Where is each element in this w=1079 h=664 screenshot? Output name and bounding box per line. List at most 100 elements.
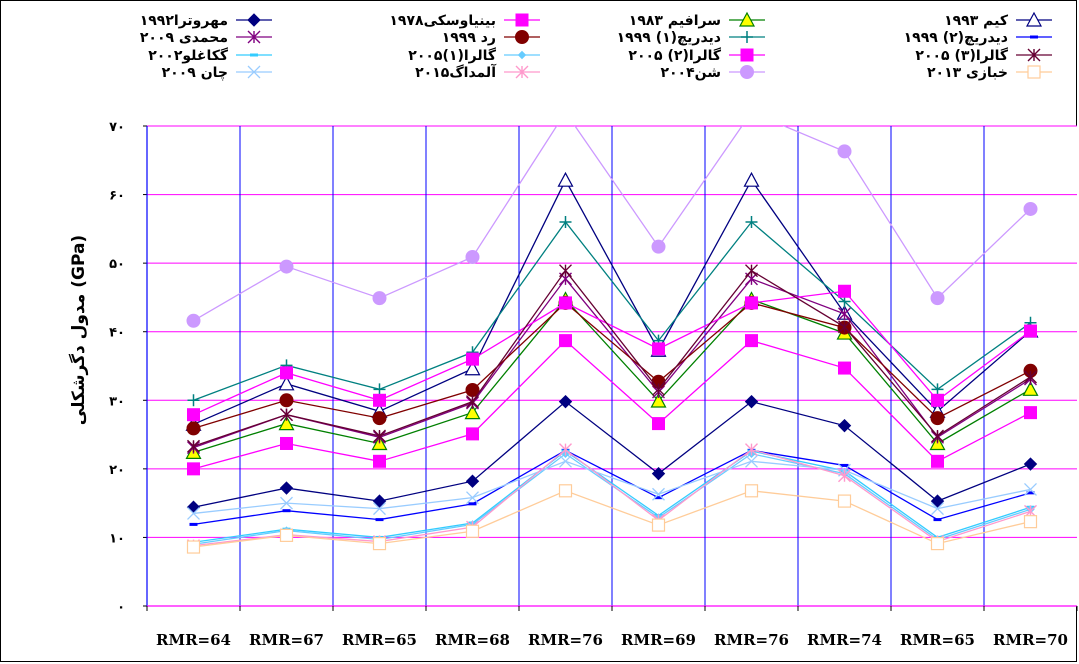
data-point [373, 383, 386, 396]
x-tick-label: RMR=67 [249, 631, 324, 649]
legend-label: گکاغلو۲۰۰۲ [148, 47, 229, 64]
data-point [1023, 457, 1038, 471]
data-point [186, 540, 201, 554]
data-point [466, 427, 479, 441]
series-group [186, 106, 1038, 328]
legend-item: گالرا(۳) ۲۰۰۵ [915, 47, 1052, 64]
legend-item: بینیاوسکی۱۹۷۸ [389, 13, 540, 29]
data-point [559, 106, 572, 119]
legend-marker [517, 50, 527, 60]
data-point [372, 536, 387, 551]
data-point [1024, 370, 1037, 384]
series-line [193, 460, 1031, 515]
data-point [931, 383, 944, 396]
data-point [651, 518, 666, 532]
x-tick-label: RMR=70 [993, 631, 1068, 649]
data-point [745, 454, 758, 468]
series-line [193, 339, 1031, 470]
data-point [559, 334, 572, 348]
legend-item: گالرا(۱)۲۰۰۵ [408, 47, 540, 64]
series-line [193, 302, 1031, 430]
data-point [465, 249, 480, 264]
data-point [838, 320, 851, 334]
series-group [187, 264, 1037, 453]
legend-marker [247, 13, 261, 27]
legend-label: رد ۱۹۹۹ [442, 30, 496, 46]
data-point [837, 418, 852, 433]
data-point [745, 264, 758, 278]
data-point [559, 296, 572, 310]
legend-label: خبازی ۲۰۱۳ [927, 65, 1008, 81]
series-group [187, 334, 1037, 476]
data-point [187, 394, 200, 407]
series-line [193, 298, 1031, 454]
series-group [186, 394, 1038, 514]
data-point [1022, 381, 1039, 396]
data-point [279, 393, 294, 408]
legend-item: شن۲۰۰۴ [660, 65, 765, 81]
legend-label: گالرا(۱)۲۰۰۵ [408, 47, 497, 64]
x-tick-label: RMR=76 [714, 631, 789, 649]
data-point [837, 494, 852, 508]
data-point [466, 352, 479, 366]
legend-label: بینیاوسکی۱۹۷۸ [389, 13, 496, 29]
data-point [743, 171, 760, 187]
data-point [1024, 406, 1037, 420]
data-point [652, 342, 665, 356]
legend-item: آلمداگ۲۰۱۵ [415, 63, 540, 81]
series-line [193, 178, 1031, 425]
x-tick-label: RMR=74 [807, 631, 882, 649]
series-group [187, 284, 1037, 422]
legend-marker [738, 11, 756, 27]
data-point [837, 144, 852, 159]
legend-label: شن۲۰۰۴ [660, 65, 721, 81]
data-point [930, 291, 945, 306]
y-tick-label: ۰ [117, 600, 125, 615]
data-point [1024, 324, 1037, 338]
legend-label: دیدریچ(۲) ۱۹۹۹ [904, 30, 1008, 46]
data-point [280, 366, 293, 380]
legend-item: سرافیم ۱۹۸۳ [629, 11, 765, 29]
data-point [1023, 201, 1038, 216]
data-point [372, 494, 387, 508]
x-tick-label: RMR=76 [528, 631, 603, 649]
data-point [838, 469, 851, 483]
legend-label: آلمداگ۲۰۱۵ [415, 63, 497, 81]
series-line [193, 126, 1031, 322]
x-tick-label: RMR=65 [342, 631, 417, 649]
data-point [559, 443, 572, 457]
legend-item: گالرا(۲) ۲۰۰۵ [628, 47, 765, 64]
y-tick-label: ۱۰ [109, 531, 125, 546]
data-point [466, 395, 479, 409]
legend-item: محمدی ۲۰۰۹ [140, 30, 272, 46]
legend-item: دیدریچ(۱) ۱۹۹۹ [617, 30, 765, 46]
data-point [930, 536, 945, 551]
data-point [465, 474, 480, 488]
legend-marker [740, 65, 754, 79]
series-line [193, 490, 1031, 548]
y-tick-label: ۷۰ [109, 120, 125, 135]
legend-label: چان ۲۰۰۹ [162, 65, 228, 81]
data-point [187, 506, 200, 520]
legend-label: گالرا(۲) ۲۰۰۵ [628, 47, 721, 64]
data-point [651, 239, 666, 254]
data-point [931, 454, 944, 468]
series-line [193, 400, 1031, 508]
chart-series [185, 106, 1039, 554]
data-point [559, 216, 572, 228]
data-point [373, 429, 386, 443]
data-point [558, 484, 573, 498]
data-point [186, 421, 201, 436]
x-tick-label: RMR=69 [621, 631, 696, 649]
data-point [186, 313, 201, 328]
data-point [931, 502, 944, 516]
data-point [745, 443, 758, 457]
data-point [744, 484, 759, 498]
legend-item: کیم ۱۹۹۳ [944, 11, 1052, 29]
data-point [373, 454, 386, 468]
data-point [279, 259, 294, 274]
legend-marker [515, 30, 529, 44]
series-line [193, 450, 1031, 543]
data-point [838, 307, 851, 321]
data-point [280, 408, 293, 422]
